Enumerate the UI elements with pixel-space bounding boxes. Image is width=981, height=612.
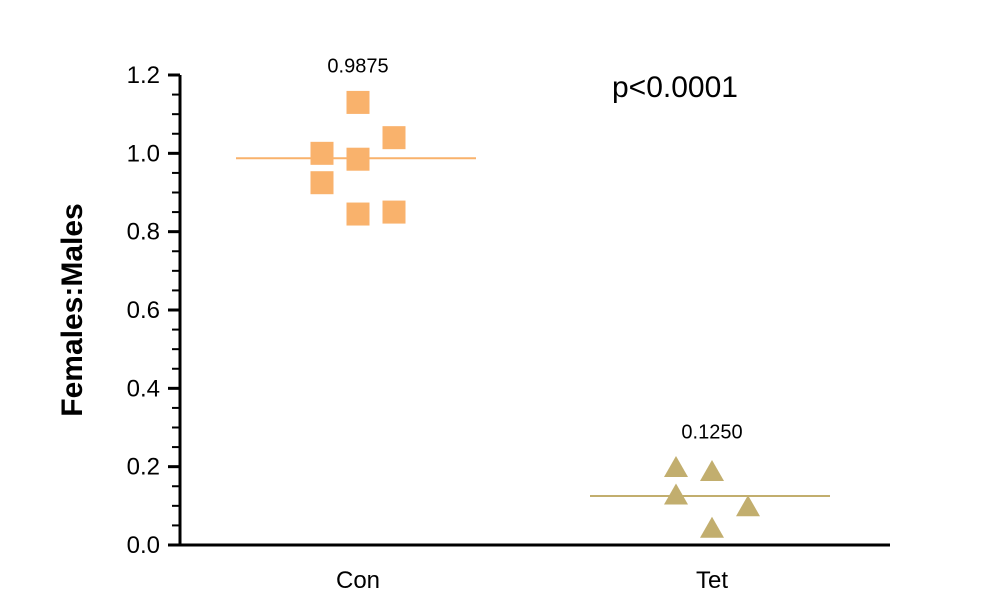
data-point-triangle <box>736 495 760 517</box>
axes <box>178 75 890 547</box>
data-point-square <box>382 126 406 150</box>
data-point-triangle <box>664 456 688 478</box>
mean-value-label: 0.9875 <box>327 55 388 77</box>
data-point-square <box>382 200 406 224</box>
y-tick-label: 1.2 <box>127 62 160 89</box>
data-points <box>310 90 760 538</box>
x-category-label: Con <box>336 567 380 594</box>
mean-value-label: 0.1250 <box>681 422 742 444</box>
data-point-square <box>346 202 370 226</box>
data-point-triangle <box>664 483 688 505</box>
data-point-square <box>310 141 334 165</box>
y-axis-title: Females:Males <box>56 203 89 416</box>
data-point-square <box>346 90 370 114</box>
y-tick-label: 0.0 <box>127 532 160 559</box>
y-tick-label: 0.4 <box>127 375 160 402</box>
y-tick-label: 0.8 <box>127 219 160 246</box>
y-tick-label: 0.6 <box>127 297 160 324</box>
x-category-labels: Con Tet <box>336 567 728 594</box>
y-ticks: 0.0 0.2 0.4 0.6 0.8 1.0 1.2 <box>127 62 180 559</box>
y-tick-label: 0.2 <box>127 454 160 481</box>
p-value-annotation: p<0.0001 <box>612 71 738 104</box>
y-tick-label: 1.0 <box>127 140 160 167</box>
data-point-triangle <box>700 516 724 538</box>
data-point-square <box>310 171 334 195</box>
mean-lines <box>236 157 830 498</box>
data-point-triangle <box>700 459 724 481</box>
data-point-square <box>346 147 370 171</box>
x-category-label: Tet <box>696 567 728 594</box>
mean-value-labels: 0.9875 0.1250 <box>327 55 742 443</box>
